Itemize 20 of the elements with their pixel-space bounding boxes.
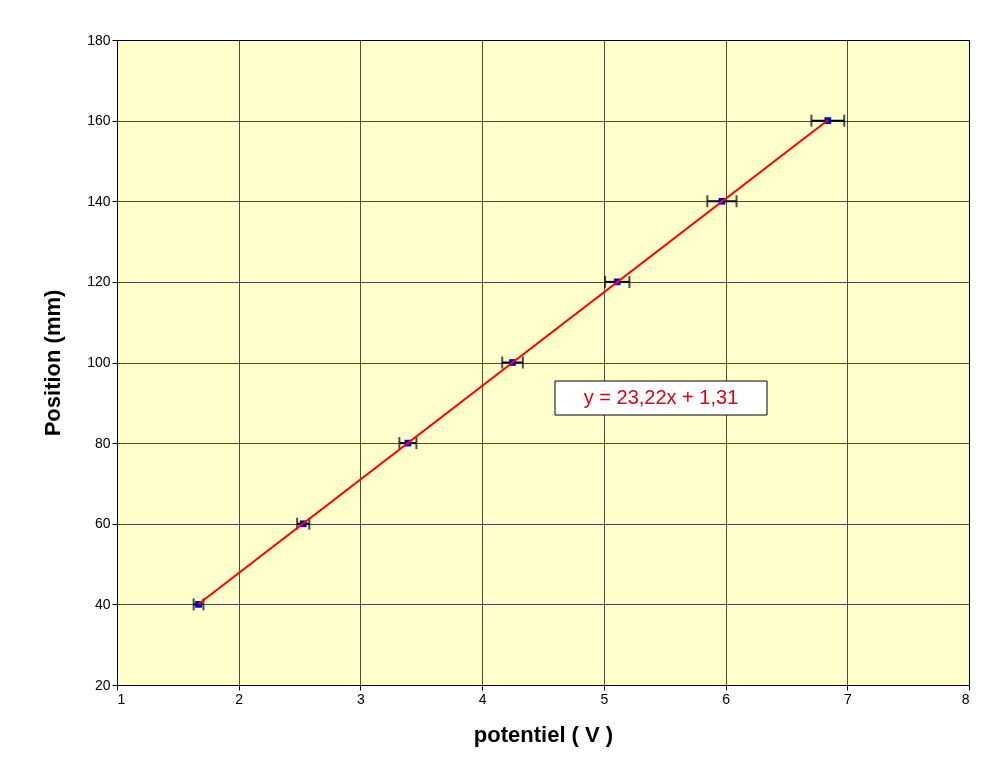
y-tick-label: 60: [94, 515, 111, 532]
x-tick-label: 6: [722, 690, 731, 707]
x-tick-label: 8: [961, 690, 970, 707]
x-tick-label: 4: [478, 690, 487, 707]
x-tick-label: 5: [600, 690, 609, 707]
x-tick-label: 2: [235, 690, 244, 707]
y-tick-label: 20: [94, 676, 111, 693]
y-axis-title: Position (mm): [40, 289, 66, 437]
annotation: y = 23,22x + 1,31: [583, 386, 739, 408]
y-tick-label: 140: [87, 192, 111, 209]
y-tick-label: 180: [87, 31, 111, 48]
x-tick-label: 1: [117, 690, 126, 707]
y-tick-label: 80: [94, 434, 111, 451]
y-tick-label: 120: [87, 273, 111, 290]
x-tick-label: 7: [843, 690, 852, 707]
x-tick-label: 3: [357, 690, 366, 707]
x-axis-title: potentiel ( V ): [473, 721, 614, 747]
y-tick-label: 40: [94, 595, 111, 612]
y-tick-label: 100: [87, 354, 111, 370]
y-tick-label: 160: [87, 112, 111, 129]
